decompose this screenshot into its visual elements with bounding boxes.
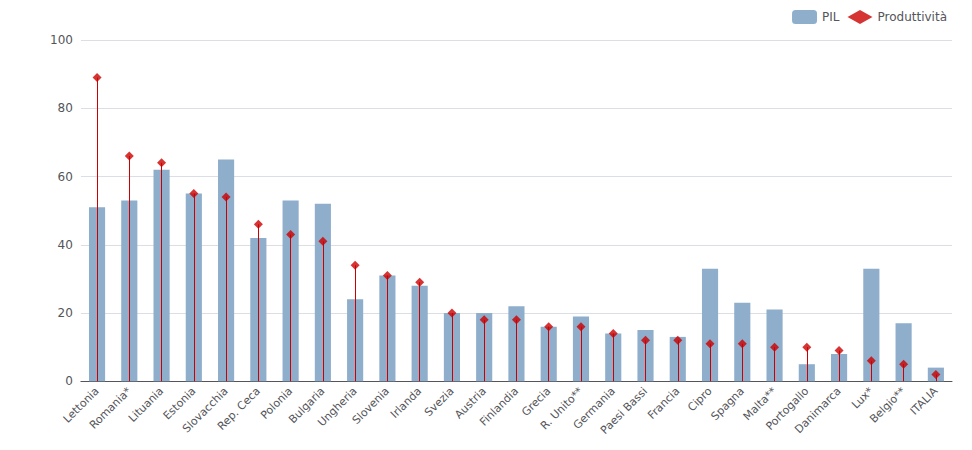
svg-text:Irlanda: Irlanda xyxy=(388,385,424,421)
svg-text:Estonia: Estonia xyxy=(160,384,199,423)
svg-text:PIL: PIL xyxy=(822,10,840,24)
svg-text:Rep. Ceca: Rep. Ceca xyxy=(215,385,263,433)
svg-text:Polonia: Polonia xyxy=(258,384,296,422)
svg-text:Spagna: Spagna xyxy=(708,385,746,423)
svg-text:100: 100 xyxy=(50,33,73,47)
svg-text:Finlandia: Finlandia xyxy=(477,385,521,429)
svg-text:Cipro: Cipro xyxy=(685,384,715,414)
svg-text:Malta**: Malta** xyxy=(740,384,780,424)
svg-text:R. Unito**: R. Unito** xyxy=(538,384,586,433)
svg-text:ITALIA: ITALIA xyxy=(908,384,941,417)
svg-text:20: 20 xyxy=(58,306,73,320)
svg-text:Germania: Germania xyxy=(570,384,618,432)
svg-text:Belgio**: Belgio** xyxy=(867,384,908,425)
svg-text:Lux*: Lux* xyxy=(849,384,876,411)
svg-text:Bulgaria: Bulgaria xyxy=(286,384,328,427)
svg-text:Grecia: Grecia xyxy=(519,384,554,419)
svg-text:Paesi Bassi: Paesi Bassi xyxy=(598,385,650,437)
svg-text:40: 40 xyxy=(58,238,73,252)
svg-text:Danimarca: Danimarca xyxy=(792,385,843,436)
svg-text:Produttività: Produttività xyxy=(878,10,948,24)
svg-text:Francia: Francia xyxy=(645,385,682,422)
svg-text:Slovacchia: Slovacchia xyxy=(179,384,231,436)
svg-text:Ungheria: Ungheria xyxy=(315,385,360,430)
svg-text:Lituania: Lituania xyxy=(126,385,166,425)
svg-text:Romania*: Romania* xyxy=(87,384,134,431)
svg-text:60: 60 xyxy=(58,170,73,184)
svg-text:80: 80 xyxy=(58,101,73,115)
svg-text:Austria: Austria xyxy=(452,384,489,422)
svg-text:Slovenia: Slovenia xyxy=(350,385,392,427)
svg-text:Portogallo: Portogallo xyxy=(763,384,812,433)
svg-text:Svezia: Svezia xyxy=(422,385,456,419)
svg-text:Lettonia: Lettonia xyxy=(60,384,102,426)
svg-text:0: 0 xyxy=(65,374,73,388)
